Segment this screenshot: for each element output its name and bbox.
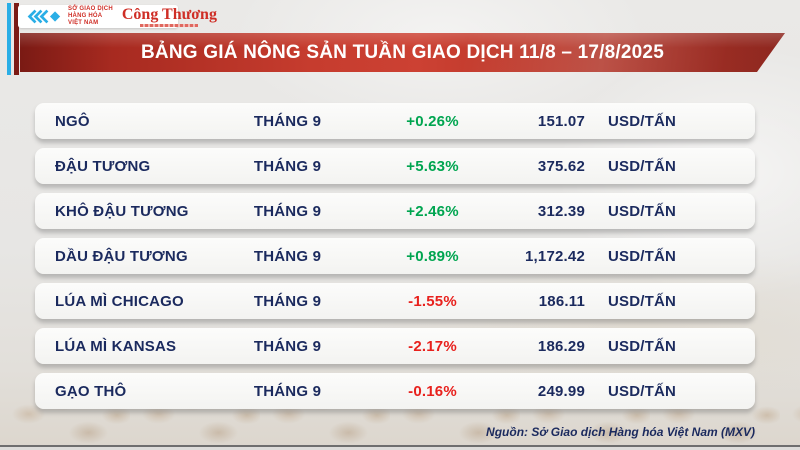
change-value: -1.55%	[408, 292, 457, 310]
price-value: 375.62	[537, 157, 585, 175]
commodity-name: ĐẬU TƯƠNG	[55, 157, 151, 175]
price-unit: USD/TẤN	[608, 382, 677, 400]
price-unit: USD/TẤN	[608, 157, 677, 175]
commodity-name: DẦU ĐẬU TƯƠNG	[55, 247, 188, 265]
page-title: BẢNG GIÁ NÔNG SẢN TUẦN GIAO DỊCH 11/8 – …	[141, 42, 664, 63]
contract-month: THÁNG 9	[253, 247, 322, 265]
source-note: Nguồn: Sở Giao dịch Hàng hóa Việt Nam (M…	[486, 425, 755, 439]
change-value: +0.26%	[406, 112, 459, 130]
left-accent-stripe-maroon	[14, 3, 19, 75]
left-accent-stripe-blue	[7, 3, 11, 75]
change-value: -0.16%	[408, 382, 457, 400]
price-value: 312.39	[537, 202, 585, 220]
price-unit: USD/TẤN	[608, 247, 677, 265]
commodity-name: GẠO THÔ	[55, 382, 127, 400]
table-row: ĐẬU TƯƠNG THÁNG 9 +5.63% 375.62 USD/TẤN	[35, 148, 755, 184]
congthuong-tagline-bar	[140, 24, 199, 27]
contract-month: THÁNG 9	[253, 382, 322, 400]
price-unit: USD/TẤN	[608, 292, 677, 310]
table-row: NGÔ THÁNG 9 +0.26% 151.07 USD/TẤN	[35, 103, 755, 139]
table-row: DẦU ĐẬU TƯƠNG THÁNG 9 +0.89% 1,172.42 US…	[35, 238, 755, 274]
table-row: LÚA MÌ CHICAGO THÁNG 9 -1.55% 186.11 USD…	[35, 283, 755, 319]
bottom-border-dark	[0, 445, 800, 447]
change-value: +2.46%	[406, 202, 459, 220]
commodity-name: LÚA MÌ CHICAGO	[55, 292, 184, 310]
change-value: -2.17%	[408, 337, 457, 355]
table-row: LÚA MÌ KANSAS THÁNG 9 -2.17% 186.29 USD/…	[35, 328, 755, 364]
mxv-logo-icon	[25, 8, 63, 25]
mxv-logo-line: VIỆT NAM	[68, 19, 99, 26]
price-value: 249.99	[537, 382, 585, 400]
change-value: +0.89%	[406, 247, 459, 265]
change-value: +5.63%	[406, 157, 459, 175]
table-row: GẠO THÔ THÁNG 9 -0.16% 249.99 USD/TẤN	[35, 373, 755, 409]
mxv-logo-line: HÀNG HÓA	[68, 13, 103, 20]
congthuong-logo: Công Thương	[121, 5, 217, 27]
commodity-name: NGÔ	[55, 112, 90, 130]
mxv-logo-line: SỞ GIAO DỊCH	[68, 6, 113, 13]
mxv-logo-text: SỞ GIAO DỊCH HÀNG HÓA VIỆT NAM	[68, 6, 113, 27]
commodity-name: KHÔ ĐẬU TƯƠNG	[55, 202, 189, 220]
bottom-border-light	[0, 447, 800, 450]
contract-month: THÁNG 9	[253, 202, 322, 220]
price-value: 186.29	[537, 337, 585, 355]
price-unit: USD/TẤN	[608, 202, 677, 220]
price-table: NGÔ THÁNG 9 +0.26% 151.07 USD/TẤN ĐẬU TƯ…	[35, 103, 755, 418]
table-row: KHÔ ĐẬU TƯƠNG THÁNG 9 +2.46% 312.39 USD/…	[35, 193, 755, 229]
price-value: 1,172.42	[525, 247, 585, 265]
contract-month: THÁNG 9	[253, 112, 322, 130]
contract-month: THÁNG 9	[253, 292, 322, 310]
contract-month: THÁNG 9	[253, 157, 322, 175]
logo-bar: SỞ GIAO DỊCH HÀNG HÓA VIỆT NAM Công Thươ…	[18, 5, 217, 28]
price-unit: USD/TẤN	[608, 112, 677, 130]
commodity-name: LÚA MÌ KANSAS	[55, 337, 177, 355]
price-unit: USD/TẤN	[608, 337, 677, 355]
congthuong-logo-text: Công Thương	[121, 5, 217, 23]
price-value: 186.11	[538, 292, 585, 310]
price-value: 151.07	[537, 112, 585, 130]
title-banner: BẢNG GIÁ NÔNG SẢN TUẦN GIAO DỊCH 11/8 – …	[20, 33, 785, 72]
contract-month: THÁNG 9	[253, 337, 322, 355]
